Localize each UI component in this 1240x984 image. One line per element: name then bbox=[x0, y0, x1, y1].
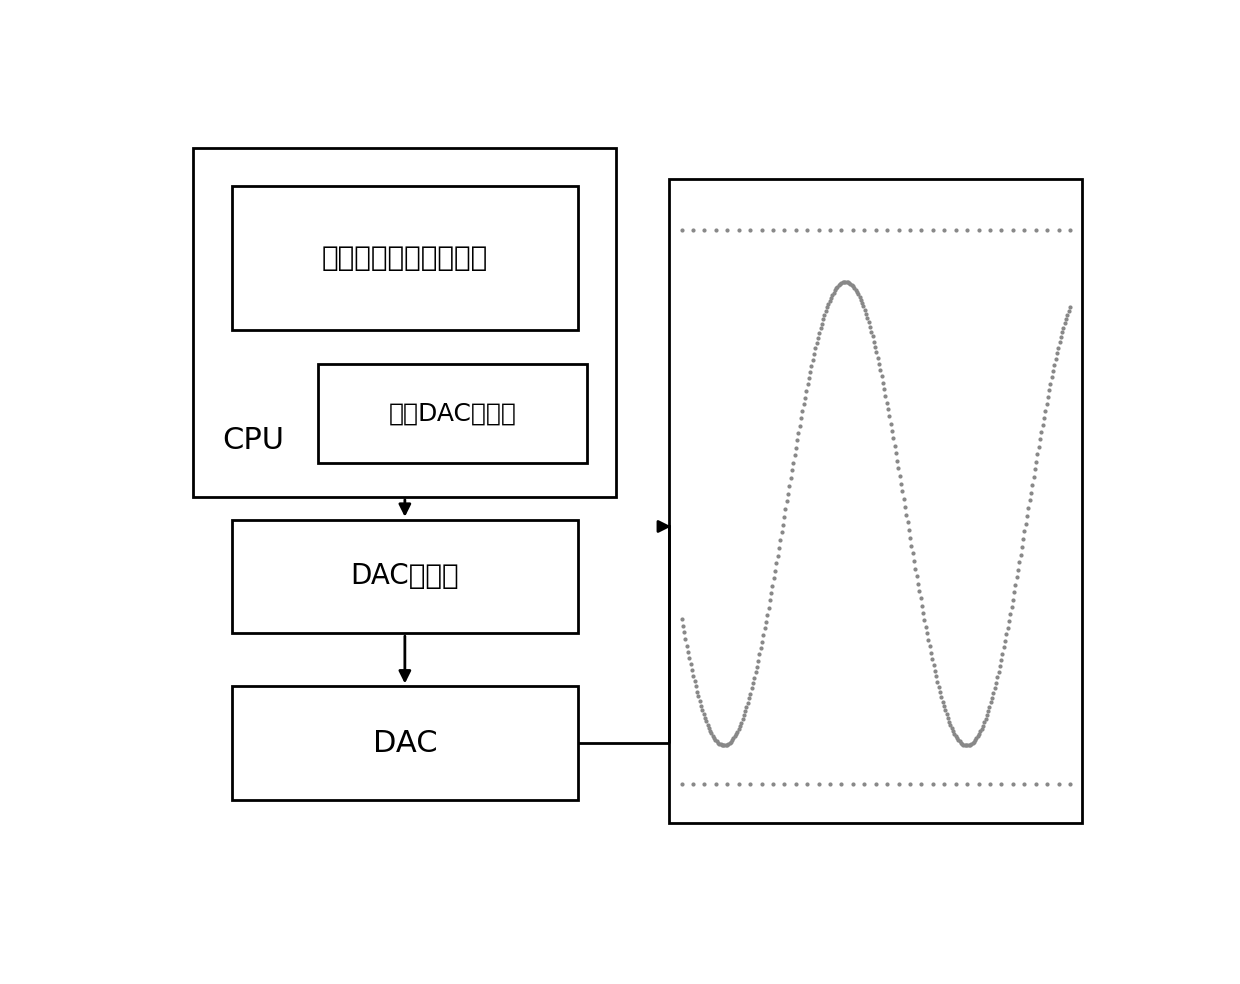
Bar bbox=[232, 687, 578, 800]
Text: DAC控制器: DAC控制器 bbox=[351, 563, 459, 590]
Bar bbox=[193, 149, 616, 497]
Bar bbox=[232, 186, 578, 331]
Bar bbox=[232, 520, 578, 634]
Bar bbox=[670, 179, 1083, 823]
Text: DAC: DAC bbox=[372, 729, 438, 758]
Text: CPU: CPU bbox=[222, 426, 284, 455]
Bar bbox=[319, 364, 588, 462]
Text: 计算下一个点的正弦值: 计算下一个点的正弦值 bbox=[321, 244, 489, 273]
Text: 配置DAC控制器: 配置DAC控制器 bbox=[389, 401, 517, 425]
